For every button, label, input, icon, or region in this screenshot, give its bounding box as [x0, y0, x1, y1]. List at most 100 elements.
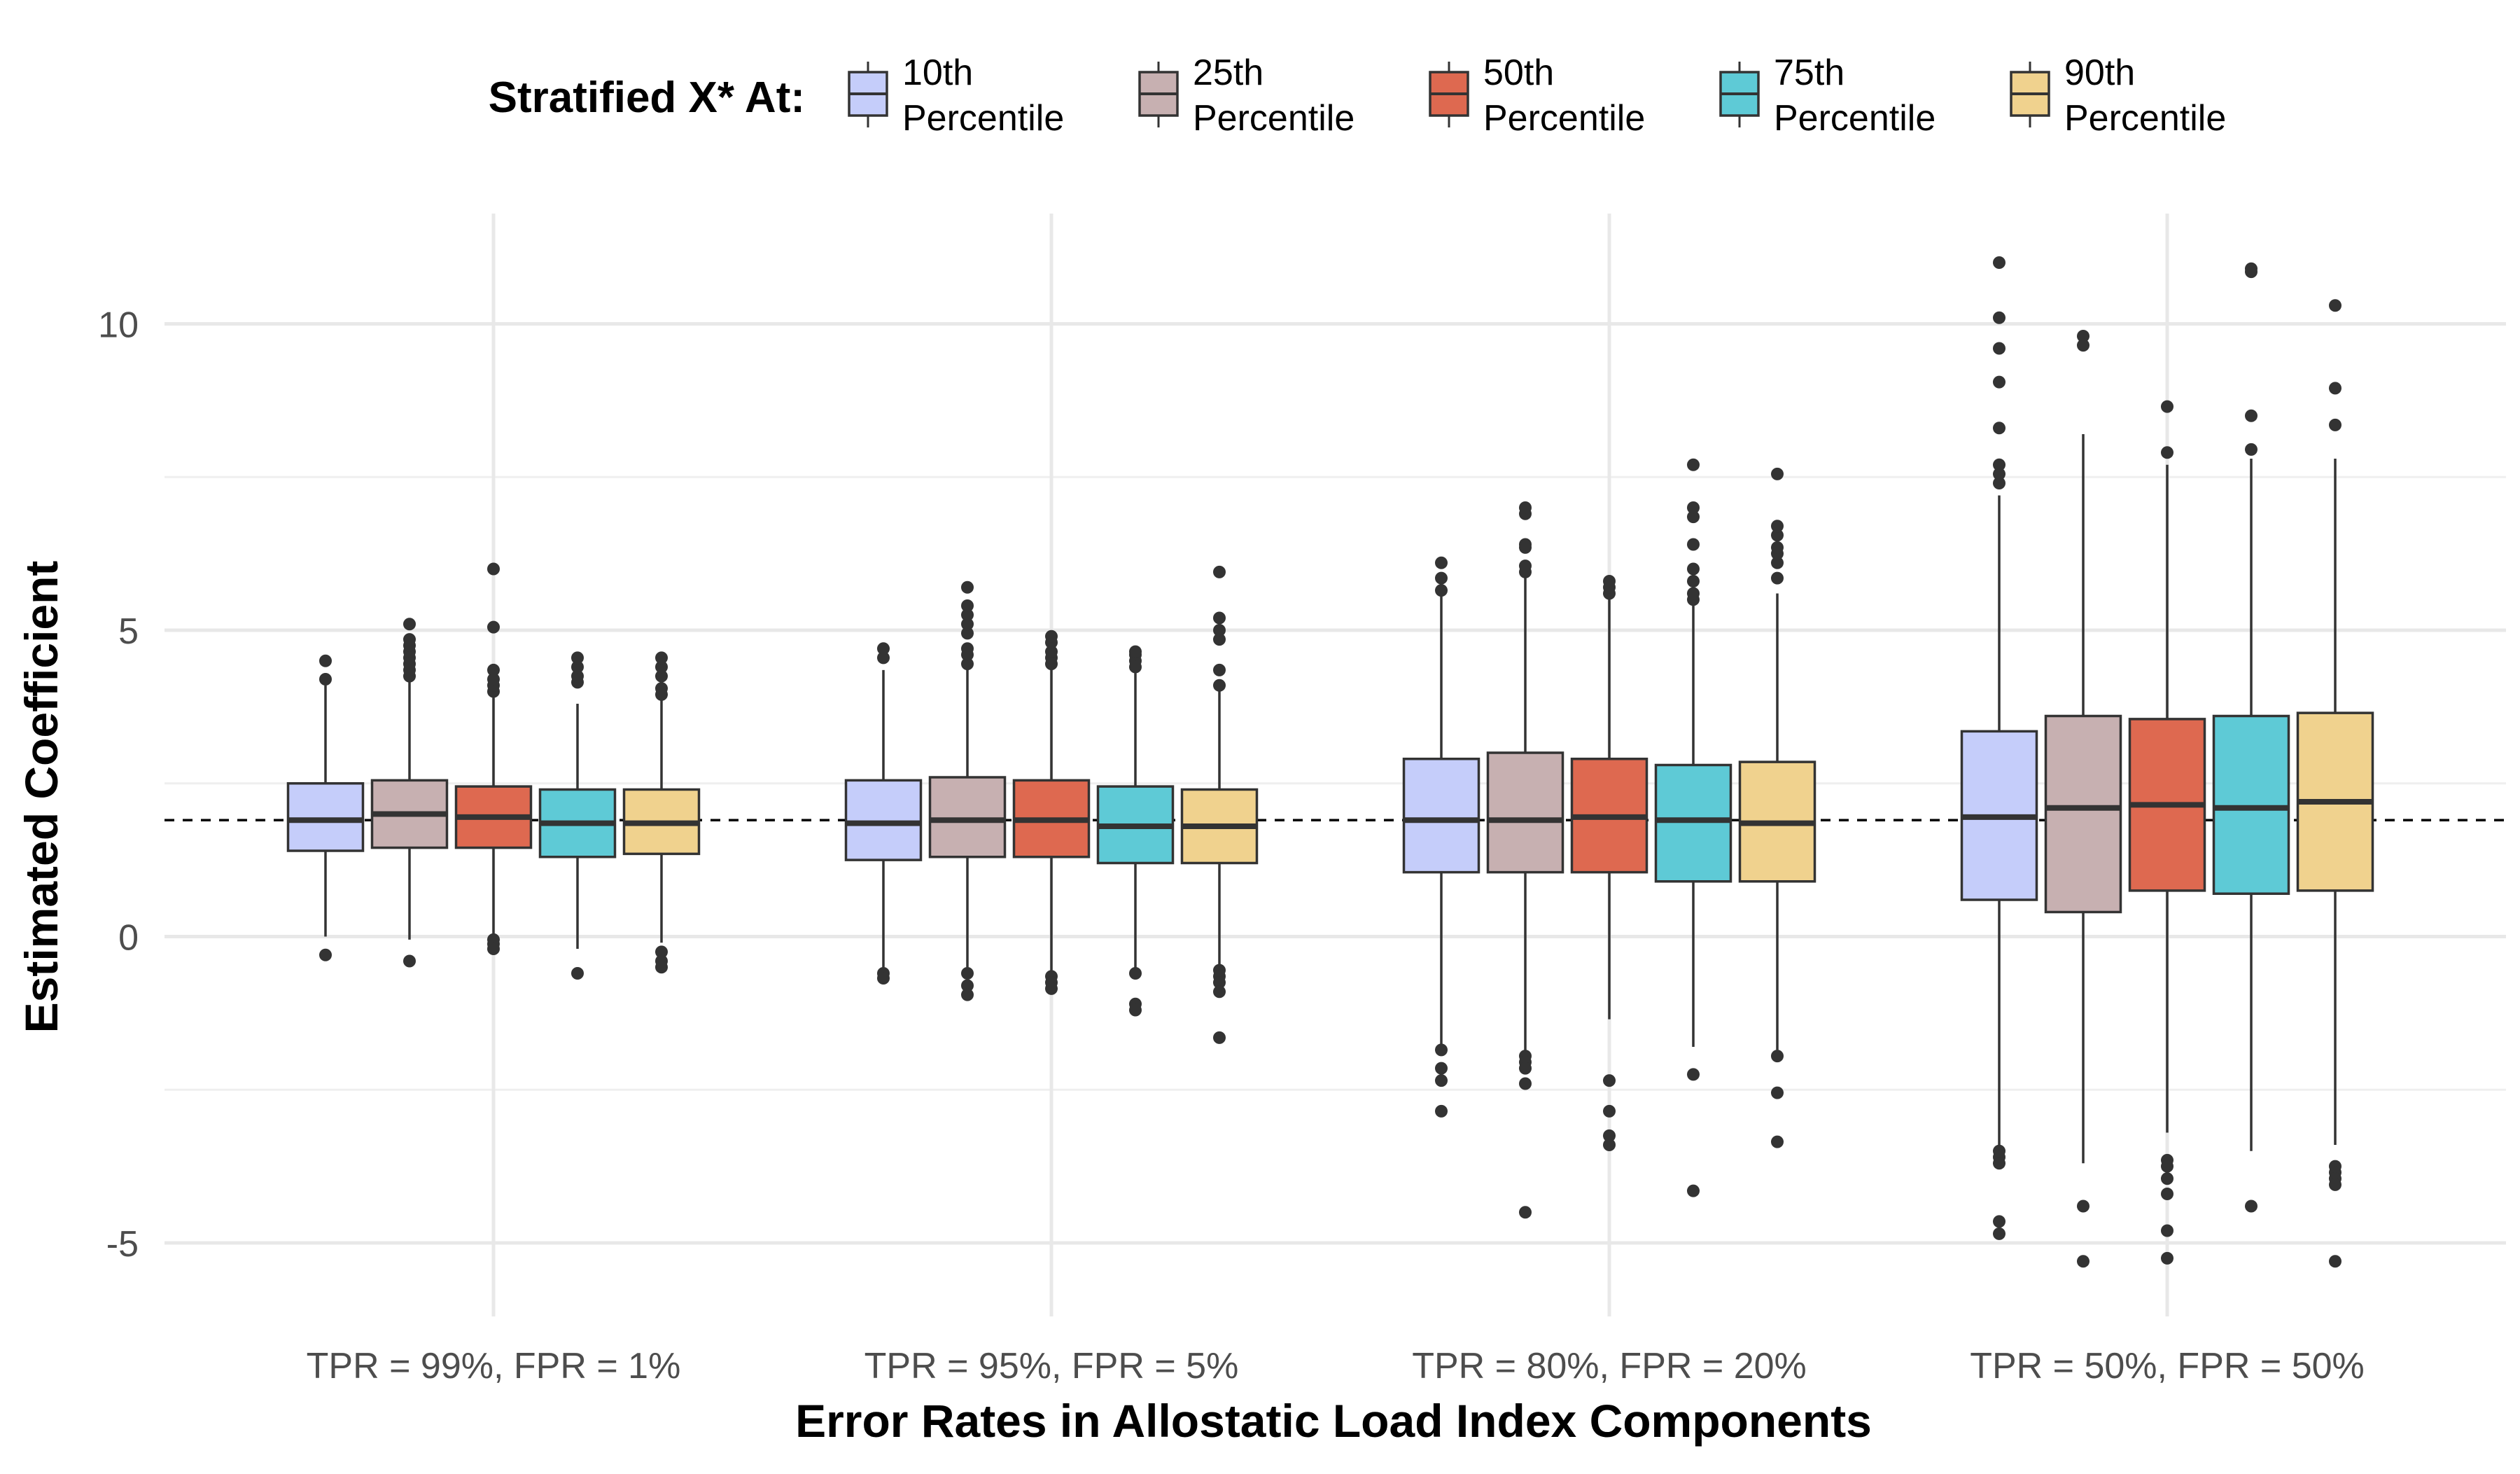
legend-item: 25th Percentile [1138, 53, 1354, 139]
box-body [1654, 763, 1732, 883]
box-group [1402, 458, 1816, 1219]
outlier-point [1993, 1227, 2005, 1240]
outlier-point [1519, 1206, 1532, 1219]
box-body [286, 782, 365, 852]
outlier-point [1771, 467, 1784, 480]
outlier-point [1993, 422, 2005, 435]
outlier-point [1993, 458, 2005, 471]
outlier-point [1687, 587, 1700, 600]
outlier-point [1213, 565, 1226, 578]
box-plot [370, 618, 449, 968]
outlier-point [2161, 400, 2174, 413]
box-plot [844, 642, 923, 985]
outlier-point [1771, 556, 1784, 569]
outlier-point [2077, 330, 2090, 342]
legend-title: Stratified X* At: [489, 74, 805, 122]
box-plot [2296, 299, 2374, 1268]
outlier-point [319, 654, 332, 667]
outlier-point [1603, 1074, 1616, 1087]
outlier-point [1045, 630, 1058, 643]
outlier-point [655, 961, 668, 974]
box-plot [1012, 630, 1091, 995]
outlier-point [1993, 477, 2005, 489]
legend-label-line1: 25th [1193, 53, 1264, 93]
outlier-point [1435, 556, 1448, 569]
outlier-point [1213, 679, 1226, 692]
box-plot [1486, 501, 1564, 1219]
outlier-point [961, 988, 974, 1001]
outlier-point [1435, 1104, 1448, 1118]
outlier-point [1687, 510, 1700, 524]
legend-label-line1: 90th [2064, 53, 2135, 93]
y-axis-title: Estimated Coefficient [15, 561, 67, 1034]
outlier-point [1993, 311, 2005, 324]
box-body [844, 779, 923, 861]
outlier-point [1213, 976, 1226, 989]
outlier-point [1993, 256, 2005, 269]
legend-label-line1: 75th [1774, 53, 1844, 93]
outlier-point [1771, 541, 1784, 554]
outlier-point [1993, 375, 2005, 389]
x-tick-label: TPR = 99%, FPR = 1% [307, 1346, 681, 1386]
outlier-point [487, 562, 500, 576]
outlier-point [1213, 985, 1226, 999]
outlier-point [487, 620, 500, 634]
outlier-point [655, 682, 668, 695]
outlier-point [961, 658, 974, 671]
outlier-point [1687, 1184, 1700, 1197]
y-tick-label: -5 [106, 1224, 139, 1265]
outlier-point [2329, 1255, 2342, 1268]
x-tick-label: TPR = 50%, FPR = 50% [1970, 1346, 2365, 1386]
outlier-point [2329, 1178, 2342, 1191]
outlier-point [2077, 1255, 2090, 1268]
outlier-point [1603, 575, 1616, 587]
outlier-point [1687, 1068, 1700, 1081]
outlier-point [1603, 1139, 1616, 1151]
outlier-point [655, 651, 668, 665]
box-plot [1738, 467, 1816, 1148]
outlier-point [1993, 342, 2005, 355]
outlier-point [1129, 645, 1142, 658]
outlier-point [1771, 571, 1784, 585]
outlier-point [571, 669, 584, 683]
outlier-point [2161, 1172, 2174, 1186]
legend-label-line2: Percentile [1483, 98, 1645, 139]
outlier-point [571, 660, 584, 674]
outlier-point [1435, 571, 1448, 585]
outlier-point [1771, 1050, 1784, 1063]
outlier-point [1687, 538, 1700, 551]
outlier-point [1435, 1062, 1448, 1075]
outlier-point [1771, 520, 1784, 533]
outlier-point [1519, 1062, 1532, 1075]
outlier-point [2329, 418, 2342, 431]
box-group [1960, 256, 2374, 1268]
box-plot [538, 651, 617, 980]
outlier-point [2245, 443, 2258, 456]
outlier-point [487, 673, 500, 686]
box-plot [2044, 330, 2122, 1268]
outlier-point [2329, 382, 2342, 395]
box-body [1486, 751, 1564, 874]
outlier-point [961, 599, 974, 612]
outlier-point [1045, 645, 1058, 658]
legend-label-line2: Percentile [2064, 98, 2226, 139]
outlier-point [319, 673, 332, 686]
outlier-point [1519, 559, 1532, 573]
box-group [844, 565, 1259, 1044]
outlier-point [877, 651, 890, 665]
outlier-point [2329, 299, 2342, 312]
outlier-point [655, 669, 668, 683]
legend-label-line1: 10th [902, 53, 973, 93]
outlier-point [1687, 562, 1700, 576]
box-plot [2212, 262, 2290, 1213]
outlier-point [1771, 1086, 1784, 1099]
outlier-point [1129, 1003, 1142, 1017]
y-tick-label: 0 [118, 918, 139, 959]
box-body [2212, 714, 2290, 895]
legend-item: 10th Percentile [848, 53, 1064, 139]
legend-label-line2: Percentile [1193, 98, 1354, 139]
outlier-point [2161, 1224, 2174, 1237]
legend-label-line2: Percentile [1774, 98, 1935, 139]
